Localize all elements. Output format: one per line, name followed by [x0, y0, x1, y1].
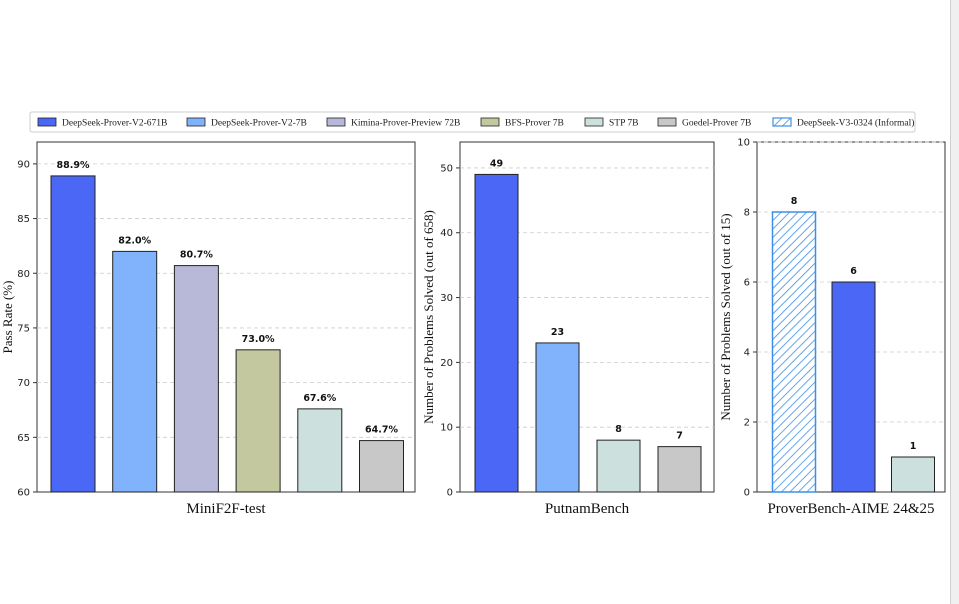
data-label-stp-7b: 67.6%	[303, 393, 336, 404]
y-tick-label: 8	[744, 208, 750, 219]
y-tick-label: 65	[17, 433, 30, 444]
y-tick-label: 40	[440, 228, 453, 239]
bar-deepseek-v3-0324-informal	[771, 211, 817, 493]
y-tick-label: 80	[17, 269, 30, 280]
legend-swatch-deepseek-prover-v2-671b	[37, 117, 57, 127]
chart-minif2f-test: 60 65 70 75 80 85 90 88.9% 82.0% 80.7% 73.0% 67.6% 6…	[0, 141, 416, 517]
y-tick-label: 85	[17, 214, 30, 225]
bar-deepseek-prover-v2-7b	[535, 342, 580, 493]
bar-stp-7b	[891, 456, 935, 493]
x-axis-label: MiniF2F-test	[186, 501, 266, 517]
legend-label-stp-7b: STP 7B	[609, 119, 638, 129]
bar-kimina-prover-preview-72b	[173, 265, 219, 493]
data-label-goedel-prover-7b: 64.7%	[365, 425, 398, 436]
y-tick-label: 90	[17, 159, 30, 170]
y-axis-label: Number of Problems Solved (out of 15)	[718, 213, 733, 420]
bar-deepseek-prover-v2-671b	[50, 175, 96, 493]
bar-goedel-prover-7b	[657, 446, 702, 493]
y-tick-label: 20	[440, 358, 453, 369]
y-tick-label: 60	[17, 488, 30, 499]
y-tick-label: 10	[440, 423, 453, 434]
bar-deepseek-prover-v2-671b	[831, 281, 876, 493]
plot-area	[36, 141, 416, 493]
data-label-goedel-prover-7b: 7	[676, 431, 683, 442]
legend-frame	[29, 111, 916, 133]
data-label-bfs-prover-7b: 73.0%	[242, 334, 275, 345]
bar-goedel-prover-7b	[359, 440, 404, 493]
bar-deepseek-prover-v2-671b	[474, 173, 519, 493]
bar-deepseek-prover-v2-7b	[112, 250, 158, 493]
legend-label-deepseek-v3-0324-informal: DeepSeek-V3-0324 (Informal)	[797, 118, 914, 129]
data-label-deepseek-prover-v2-671b: 6	[850, 266, 857, 277]
window-edge	[950, 0, 959, 604]
data-label-deepseek-v3-0324-informal: 8	[791, 196, 798, 207]
legend-label-bfs-prover-7b: BFS-Prover 7B	[505, 119, 564, 129]
data-label-kimina-prover-preview-72b: 80.7%	[180, 250, 213, 261]
legend-label-kimina-prover-preview-72b: Kimina-Prover-Preview 72B	[351, 119, 460, 129]
data-label-stp-7b: 1	[910, 441, 917, 452]
data-label-deepseek-prover-v2-7b: 23	[551, 327, 564, 338]
y-tick-label: 0	[744, 488, 750, 499]
y-tick-label: 6	[744, 278, 750, 289]
chart-proverbench-aime-24-25: 0 2 4 6 8 10 8 6 1 ProverBench-AIME 24&25 Number o…	[718, 138, 946, 517]
y-tick-label: 70	[17, 378, 30, 389]
data-label-deepseek-prover-v2-671b: 88.9%	[57, 160, 90, 171]
legend: DeepSeek-Prover-V2-671B DeepSeek-Prover-V…	[29, 111, 916, 133]
bar-bfs-prover-7b	[235, 349, 281, 493]
legend-swatch-bfs-prover-7b	[480, 117, 500, 127]
y-axis-label: Pass Rate (%)	[0, 281, 15, 354]
legend-label-goedel-prover-7b: Goedel-Prover 7B	[682, 119, 751, 129]
y-tick-label: 10	[737, 138, 750, 149]
y-axis-label: Number of Problems Solved (out of 658)	[421, 210, 436, 424]
y-tick-label: 2	[744, 418, 750, 429]
legend-swatch-deepseek-prover-v2-7b	[186, 117, 206, 127]
x-axis-label: PutnamBench	[545, 501, 630, 517]
x-axis-label: ProverBench-AIME 24&25	[767, 501, 934, 517]
data-label-stp-7b: 8	[615, 424, 622, 435]
legend-label-deepseek-prover-v2-7b: DeepSeek-Prover-V2-7B	[211, 119, 307, 129]
y-tick-label: 4	[744, 348, 750, 359]
bar-stp-7b	[297, 408, 343, 493]
legend-swatch-goedel-prover-7b	[657, 117, 677, 127]
data-label-deepseek-prover-v2-671b: 49	[490, 158, 503, 169]
bar-stp-7b	[596, 439, 641, 493]
legend-swatch-kimina-prover-preview-72b	[326, 117, 346, 127]
legend-swatch-deepseek-v3-0324-informal	[772, 117, 792, 127]
y-tick-label: 30	[440, 293, 453, 304]
chart-putnambench: 0 10 20 30 40 50 49 23 8 7 PutnamBench Number of Pr…	[421, 141, 715, 517]
data-label-deepseek-prover-v2-7b: 82.0%	[118, 235, 151, 246]
legend-swatch-stp-7b	[584, 117, 604, 127]
y-tick-label: 50	[440, 163, 453, 174]
legend-label-deepseek-prover-v2-671b: DeepSeek-Prover-V2-671B	[62, 119, 167, 129]
y-tick-label: 75	[17, 323, 30, 334]
y-tick-label: 0	[447, 488, 453, 499]
